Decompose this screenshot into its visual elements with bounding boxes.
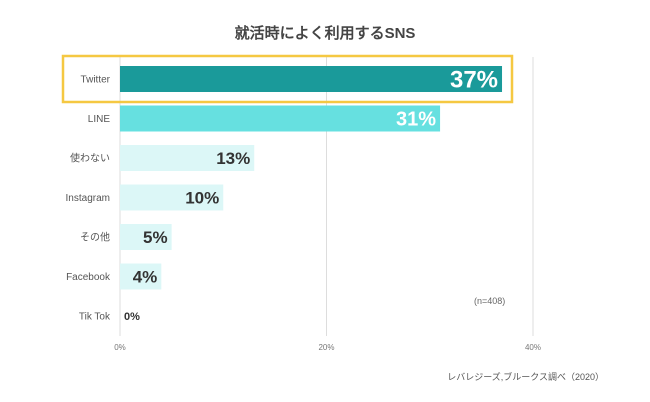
bar-1 bbox=[120, 105, 441, 132]
x-tick-label: 0% bbox=[114, 343, 126, 352]
x-tick-label: 20% bbox=[318, 343, 334, 352]
data-label: 10% bbox=[185, 189, 219, 208]
highlight-box bbox=[61, 54, 514, 104]
labels: 0% 20% 40% Twitter 37% LINE 31% 使わない 13% Instagra… bbox=[61, 54, 541, 352]
sample-size-note: (n=408) bbox=[474, 296, 506, 306]
category-label: その他 bbox=[80, 231, 110, 244]
x-tick-label: 40% bbox=[525, 343, 541, 352]
bar-0 bbox=[120, 66, 503, 92]
bars bbox=[120, 66, 503, 290]
data-label: 5% bbox=[143, 228, 168, 247]
category-label: 使わない bbox=[70, 152, 110, 165]
bar-4 bbox=[120, 224, 172, 250]
data-label: 0% bbox=[124, 311, 140, 323]
category-label: Facebook bbox=[66, 272, 111, 283]
data-label: 13% bbox=[216, 149, 250, 168]
data-label: 31% bbox=[396, 109, 436, 131]
data-label: 37% bbox=[450, 67, 498, 94]
chart-title: 就活時によく利用するSNS bbox=[234, 25, 416, 42]
category-label: Twitter bbox=[81, 75, 111, 86]
category-label: Tik Tok bbox=[79, 312, 111, 323]
bar-3 bbox=[120, 184, 224, 211]
bar-5 bbox=[120, 263, 162, 290]
category-label: Instagram bbox=[66, 193, 110, 204]
category-label: LINE bbox=[88, 114, 111, 125]
bar-2 bbox=[120, 145, 255, 171]
data-label: 4% bbox=[133, 268, 158, 287]
source-credit: レバレジーズ,ブルークス調べ（2020） bbox=[447, 372, 604, 382]
